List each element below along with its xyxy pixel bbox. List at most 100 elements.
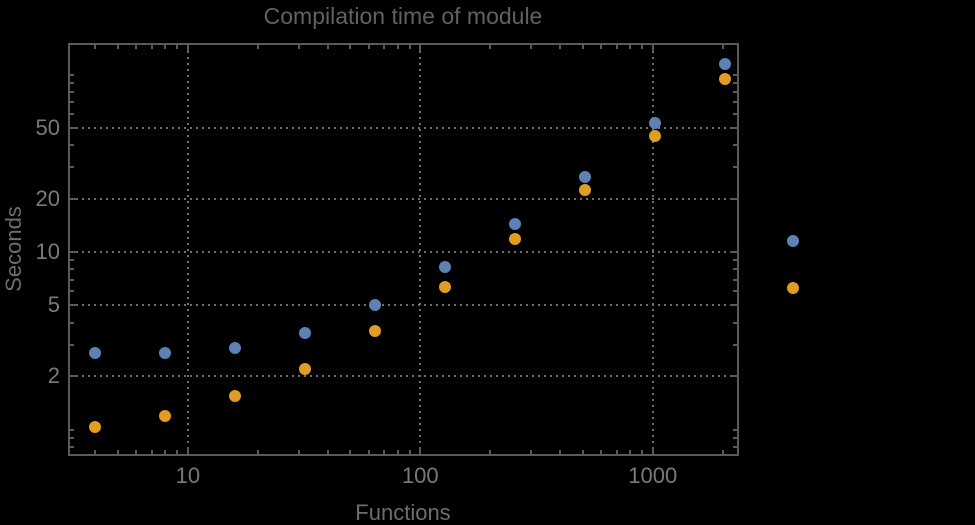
outside-point-blue xyxy=(786,235,799,248)
data-point-blue xyxy=(299,327,312,339)
y-tick-right-40 xyxy=(733,144,737,147)
y-tick-right-0.8 xyxy=(733,445,737,448)
y-tick-right-0.9 xyxy=(733,436,737,439)
x-tick-top-900 xyxy=(641,45,644,49)
x-tick-50 xyxy=(349,450,352,454)
x-tick-7 xyxy=(150,450,153,454)
y-tick-right-1 xyxy=(733,428,737,431)
x-tick-top-2000 xyxy=(721,45,724,49)
outside-point-orange xyxy=(786,281,799,294)
gridline-y-2 xyxy=(70,375,737,378)
x-tick-90 xyxy=(408,450,411,454)
y-tick-80 xyxy=(70,90,74,93)
data-point-blue xyxy=(509,217,522,230)
y-tick-0.8 xyxy=(70,445,74,448)
x-tick-top-8 xyxy=(164,45,167,49)
x-tick-70 xyxy=(383,450,386,454)
x-tick-40 xyxy=(326,450,329,454)
data-point-blue xyxy=(369,299,382,312)
x-tick-4 xyxy=(94,450,97,454)
gridline-x-10 xyxy=(186,45,189,454)
data-point-orange xyxy=(299,362,312,375)
x-tick-100 xyxy=(419,447,422,454)
x-tick-top-40 xyxy=(326,45,329,49)
gridline-y-5 xyxy=(70,304,737,307)
x-tick-800 xyxy=(629,450,632,454)
y-tick-10 xyxy=(70,251,77,254)
data-point-blue xyxy=(159,347,172,359)
x-tick-60 xyxy=(367,450,370,454)
x-tick-500 xyxy=(581,450,584,454)
x-tick-top-7 xyxy=(150,45,153,49)
x-tick-label-10: 10 xyxy=(175,463,201,488)
x-tick-400 xyxy=(559,450,562,454)
x-tick-top-100 xyxy=(419,45,422,52)
data-point-orange xyxy=(649,130,662,143)
data-point-orange xyxy=(719,73,732,86)
y-tick-right-9 xyxy=(733,259,737,262)
y-tick-70 xyxy=(70,101,74,104)
y-tick-90 xyxy=(70,81,74,84)
data-point-blue xyxy=(439,261,452,274)
data-point-blue xyxy=(579,170,592,183)
x-tick-10 xyxy=(186,447,189,454)
gridline-y-20 xyxy=(70,197,737,200)
y-tick-label-50: 50 xyxy=(35,114,60,140)
x-tick-top-400 xyxy=(559,45,562,49)
y-tick-label-5: 5 xyxy=(47,292,60,318)
x-tick-label-100: 100 xyxy=(401,463,439,488)
y-tick-100 xyxy=(70,73,74,76)
x-tick-top-1000 xyxy=(651,45,654,52)
x-tick-top-600 xyxy=(600,45,603,49)
y-tick-right-20 xyxy=(730,197,737,200)
x-tick-top-4 xyxy=(94,45,97,49)
x-tick-top-5 xyxy=(116,45,119,49)
x-tick-top-10 xyxy=(186,45,189,52)
y-tick-right-80 xyxy=(733,90,737,93)
y-tick-right-6 xyxy=(733,290,737,293)
x-tick-8 xyxy=(164,450,167,454)
x-tick-top-90 xyxy=(408,45,411,49)
data-point-orange xyxy=(229,389,242,402)
y-tick-0.9 xyxy=(70,436,74,439)
data-point-blue xyxy=(89,347,102,359)
x-tick-top-500 xyxy=(581,45,584,49)
data-point-blue xyxy=(229,341,242,354)
y-tick-right-8 xyxy=(733,268,737,271)
y-tick-label-10: 10 xyxy=(35,239,60,265)
x-tick-900 xyxy=(641,450,644,454)
data-point-blue xyxy=(649,117,662,130)
data-point-orange xyxy=(579,183,592,196)
plot-frame xyxy=(68,43,739,456)
y-tick-right-3 xyxy=(733,343,737,346)
y-tick-7 xyxy=(70,278,74,281)
x-tick-30 xyxy=(297,450,300,454)
x-tick-top-70 xyxy=(383,45,386,49)
x-tick-top-80 xyxy=(396,45,399,49)
y-tick-right-5 xyxy=(730,304,737,307)
x-tick-2000 xyxy=(721,450,724,454)
x-tick-600 xyxy=(600,450,603,454)
y-tick-right-7 xyxy=(733,278,737,281)
y-tick-right-4 xyxy=(733,321,737,324)
x-tick-top-9 xyxy=(176,45,179,49)
y-tick-30 xyxy=(70,166,74,169)
data-point-orange xyxy=(439,281,452,294)
y-tick-1 xyxy=(70,428,74,431)
x-tick-top-6 xyxy=(135,45,138,49)
y-tick-40 xyxy=(70,144,74,147)
data-point-orange xyxy=(89,421,102,434)
y-tick-50 xyxy=(70,126,77,129)
x-tick-5 xyxy=(116,450,119,454)
chart-title: Compilation time of module xyxy=(263,3,543,29)
y-tick-6 xyxy=(70,290,74,293)
gridline-y-50 xyxy=(70,126,737,129)
y-tick-right-70 xyxy=(733,101,737,104)
y-tick-right-100 xyxy=(733,73,737,76)
gridline-y-10 xyxy=(70,251,737,254)
y-tick-right-50 xyxy=(730,126,737,129)
y-tick-3 xyxy=(70,343,74,346)
data-point-orange xyxy=(159,409,172,422)
y-tick-label-2: 2 xyxy=(47,363,60,389)
